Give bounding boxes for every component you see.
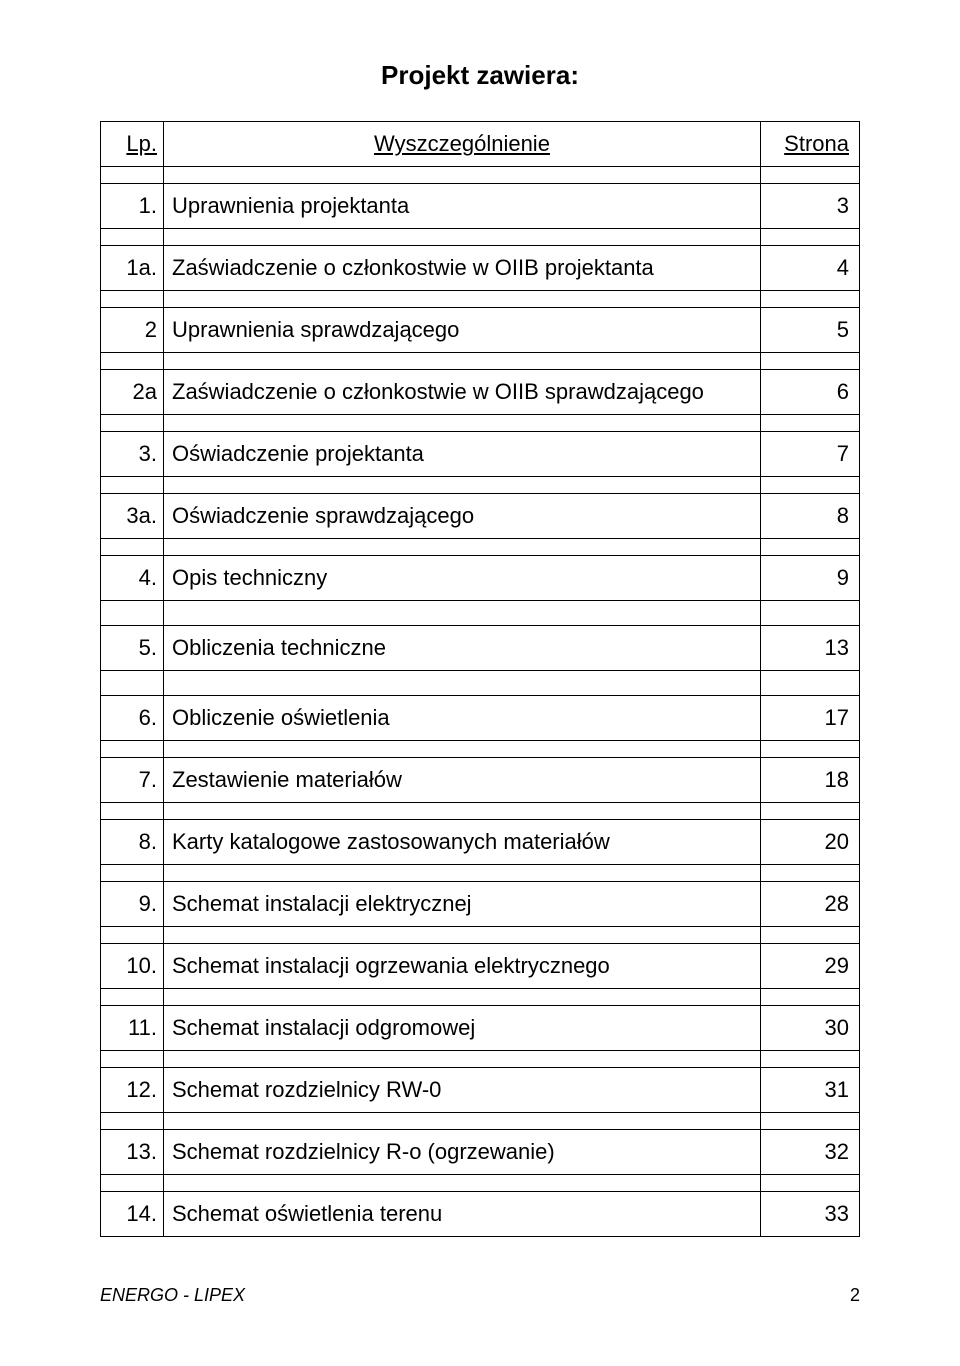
spacer-row (101, 601, 860, 626)
cell-page: 17 (761, 696, 860, 741)
cell-desc: Schemat instalacji odgromowej (164, 1006, 761, 1051)
cell-desc: Obliczenia techniczne (164, 626, 761, 671)
cell-lp: 2a (101, 370, 164, 415)
cell-desc: Schemat instalacji elektrycznej (164, 882, 761, 927)
cell-lp: 13. (101, 1130, 164, 1175)
table-row: 8. Karty katalogowe zastosowanych materi… (101, 820, 860, 865)
cell-page: 28 (761, 882, 860, 927)
spacer-row (101, 229, 860, 246)
cell-desc: Schemat instalacji ogrzewania elektryczn… (164, 944, 761, 989)
cell-lp: 3. (101, 432, 164, 477)
cell-desc: Oświadczenie projektanta (164, 432, 761, 477)
table-row: 12. Schemat rozdzielnicy RW-0 31 (101, 1068, 860, 1113)
table-row: 13. Schemat rozdzielnicy R-o (ogrzewanie… (101, 1130, 860, 1175)
cell-lp: 7. (101, 758, 164, 803)
document-title: Projekt zawiera: (100, 60, 860, 91)
cell-desc: Schemat oświetlenia terenu (164, 1192, 761, 1237)
cell-page: 8 (761, 494, 860, 539)
spacer-row (101, 927, 860, 944)
table-row: 2 Uprawnienia sprawdzającego 5 (101, 308, 860, 353)
table-row: 6. Obliczenie oświetlenia 17 (101, 696, 860, 741)
header-lp: Lp. (101, 122, 164, 167)
spacer-row (101, 291, 860, 308)
cell-page: 7 (761, 432, 860, 477)
cell-lp: 6. (101, 696, 164, 741)
spacer-row (101, 353, 860, 370)
table-row: 11. Schemat instalacji odgromowej 30 (101, 1006, 860, 1051)
table-row: 1. Uprawnienia projektanta 3 (101, 184, 860, 229)
spacer-row (101, 1051, 860, 1068)
cell-page: 33 (761, 1192, 860, 1237)
footer-page-number: 2 (850, 1285, 860, 1306)
cell-desc: Zestawienie materiałów (164, 758, 761, 803)
cell-lp: 12. (101, 1068, 164, 1113)
cell-desc: Zaświadczenie o członkostwie w OIIB proj… (164, 246, 761, 291)
spacer-row (101, 671, 860, 696)
cell-desc: Uprawnienia sprawdzającego (164, 308, 761, 353)
cell-lp: 4. (101, 556, 164, 601)
cell-desc: Obliczenie oświetlenia (164, 696, 761, 741)
cell-page: 32 (761, 1130, 860, 1175)
cell-lp: 10. (101, 944, 164, 989)
footer-brand: ENERGO - LIPEX (100, 1285, 245, 1306)
document-page: Projekt zawiera: Lp. Wyszczególnienie St… (0, 0, 960, 1366)
table-row: 3. Oświadczenie projektanta 7 (101, 432, 860, 477)
table-row: 5. Obliczenia techniczne 13 (101, 626, 860, 671)
cell-lp: 1a. (101, 246, 164, 291)
cell-page: 30 (761, 1006, 860, 1051)
spacer-row (101, 477, 860, 494)
table-row: 14. Schemat oświetlenia terenu 33 (101, 1192, 860, 1237)
cell-desc: Opis techniczny (164, 556, 761, 601)
cell-desc: Zaświadczenie o członkostwie w OIIB spra… (164, 370, 761, 415)
table-row: 3a. Oświadczenie sprawdzającego 8 (101, 494, 860, 539)
cell-page: 4 (761, 246, 860, 291)
cell-lp: 14. (101, 1192, 164, 1237)
cell-desc: Oświadczenie sprawdzającego (164, 494, 761, 539)
cell-lp: 9. (101, 882, 164, 927)
table-row: 7. Zestawienie materiałów 18 (101, 758, 860, 803)
table-body: Lp. Wyszczególnienie Strona 1. Uprawnien… (101, 122, 860, 1237)
cell-lp: 8. (101, 820, 164, 865)
cell-lp: 3a. (101, 494, 164, 539)
cell-lp: 2 (101, 308, 164, 353)
spacer-row (101, 989, 860, 1006)
spacer-row (101, 167, 860, 184)
table-row: 9. Schemat instalacji elektrycznej 28 (101, 882, 860, 927)
cell-page: 29 (761, 944, 860, 989)
cell-page: 3 (761, 184, 860, 229)
cell-lp: 1. (101, 184, 164, 229)
spacer-row (101, 1175, 860, 1192)
table-header-row: Lp. Wyszczególnienie Strona (101, 122, 860, 167)
cell-page: 5 (761, 308, 860, 353)
table-row: 10. Schemat instalacji ogrzewania elektr… (101, 944, 860, 989)
cell-page: 9 (761, 556, 860, 601)
cell-desc: Schemat rozdzielnicy RW-0 (164, 1068, 761, 1113)
cell-page: 6 (761, 370, 860, 415)
cell-page: 18 (761, 758, 860, 803)
table-row: 1a. Zaświadczenie o członkostwie w OIIB … (101, 246, 860, 291)
spacer-row (101, 741, 860, 758)
table-row: 2a Zaświadczenie o członkostwie w OIIB s… (101, 370, 860, 415)
contents-table: Lp. Wyszczególnienie Strona 1. Uprawnien… (100, 121, 860, 1237)
cell-desc: Karty katalogowe zastosowanych materiałó… (164, 820, 761, 865)
cell-desc: Schemat rozdzielnicy R-o (ogrzewanie) (164, 1130, 761, 1175)
spacer-row (101, 539, 860, 556)
cell-page: 13 (761, 626, 860, 671)
spacer-row (101, 865, 860, 882)
cell-page: 20 (761, 820, 860, 865)
cell-page: 31 (761, 1068, 860, 1113)
table-row: 4. Opis techniczny 9 (101, 556, 860, 601)
spacer-row (101, 415, 860, 432)
header-desc: Wyszczególnienie (164, 122, 761, 167)
spacer-row (101, 803, 860, 820)
cell-desc: Uprawnienia projektanta (164, 184, 761, 229)
page-footer: ENERGO - LIPEX 2 (100, 1285, 860, 1306)
spacer-row (101, 1113, 860, 1130)
header-page: Strona (761, 122, 860, 167)
cell-lp: 5. (101, 626, 164, 671)
cell-lp: 11. (101, 1006, 164, 1051)
